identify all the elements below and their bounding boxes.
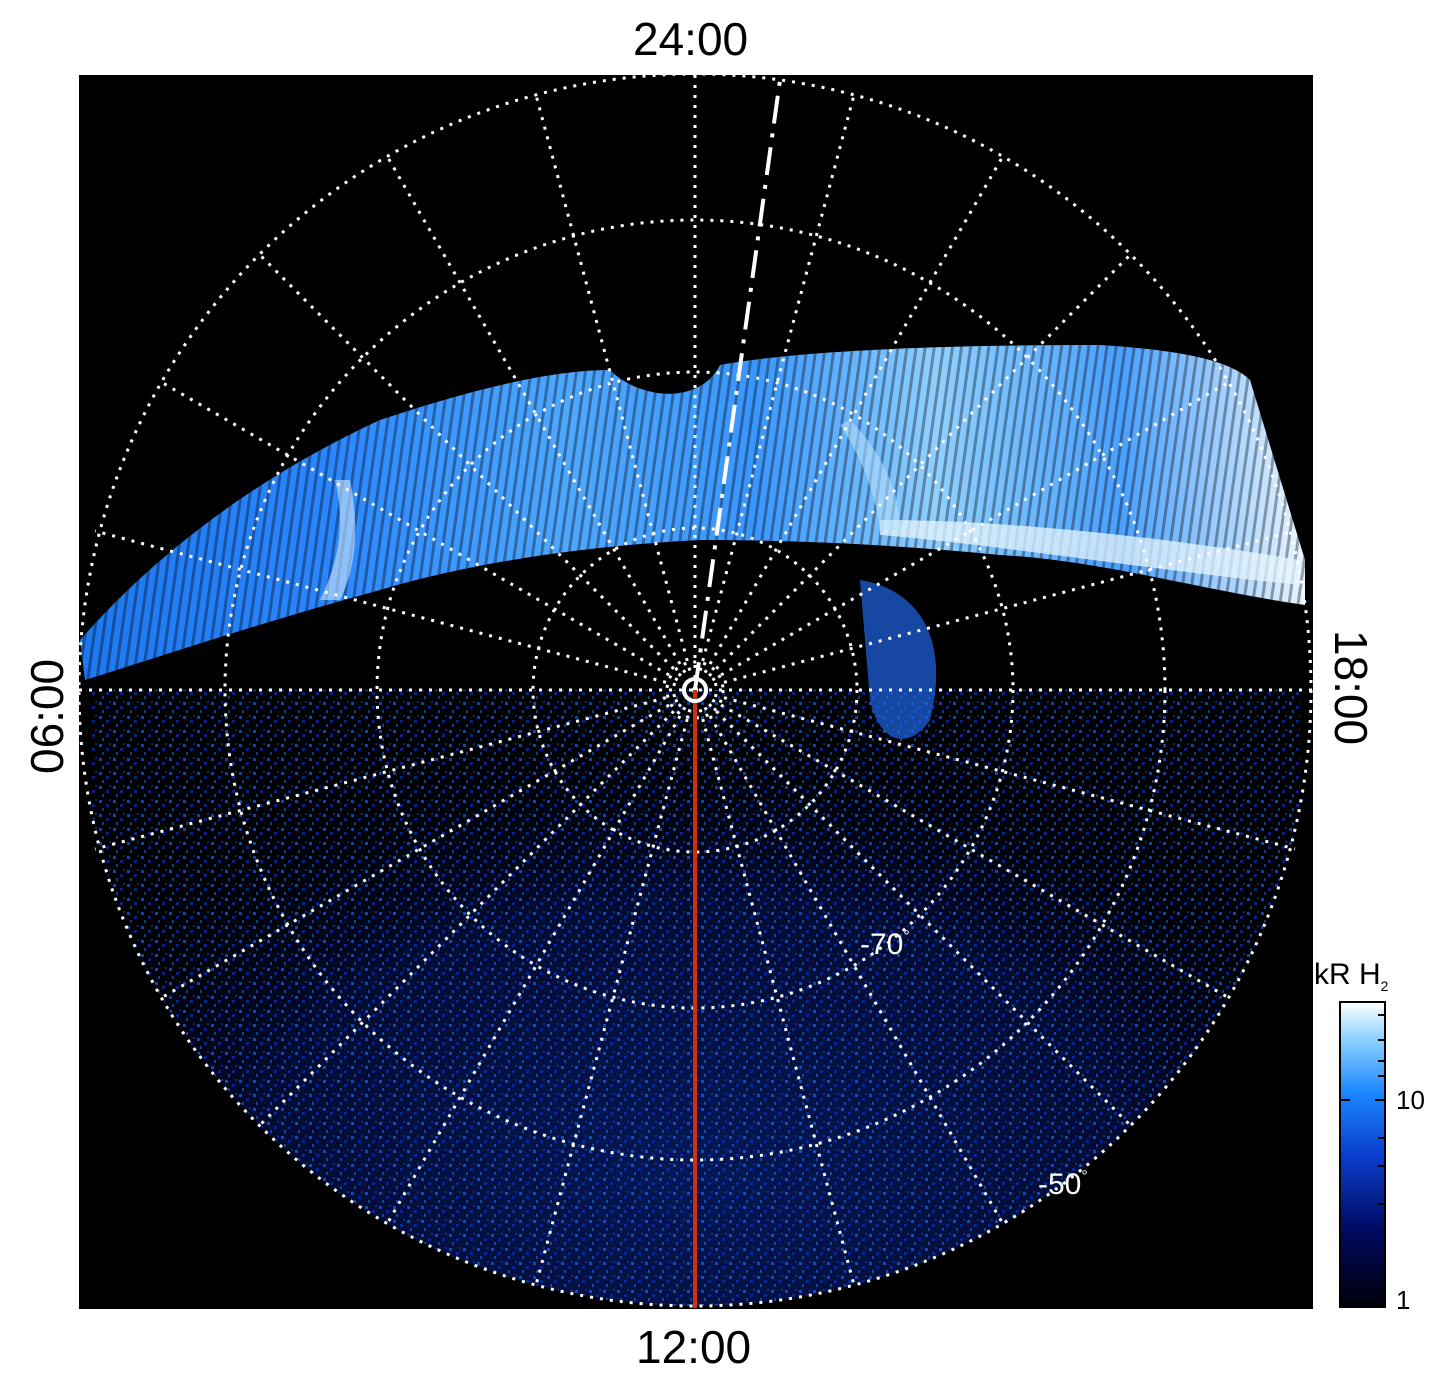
local-time-label-left: 06:00 [21, 658, 73, 774]
colorbar [1339, 1001, 1386, 1308]
colorbar-title: kR H2 [1314, 958, 1389, 994]
colorbar-tick-label: 1 [1396, 1285, 1411, 1315]
latitude-label-inner: -70° [860, 928, 910, 961]
local-time-label-right: 18:00 [1325, 630, 1377, 746]
local-time-label-top: 24:00 [633, 13, 749, 65]
pole-marker [682, 677, 708, 703]
longitude-grid [79, 75, 1313, 1286]
latitude-label-outer: -50° [1038, 1168, 1088, 1201]
auroral-oval [80, 345, 1305, 739]
local-time-label-bottom: 12:00 [636, 1321, 752, 1373]
colorbar-tick-label: 10 [1396, 1085, 1425, 1115]
